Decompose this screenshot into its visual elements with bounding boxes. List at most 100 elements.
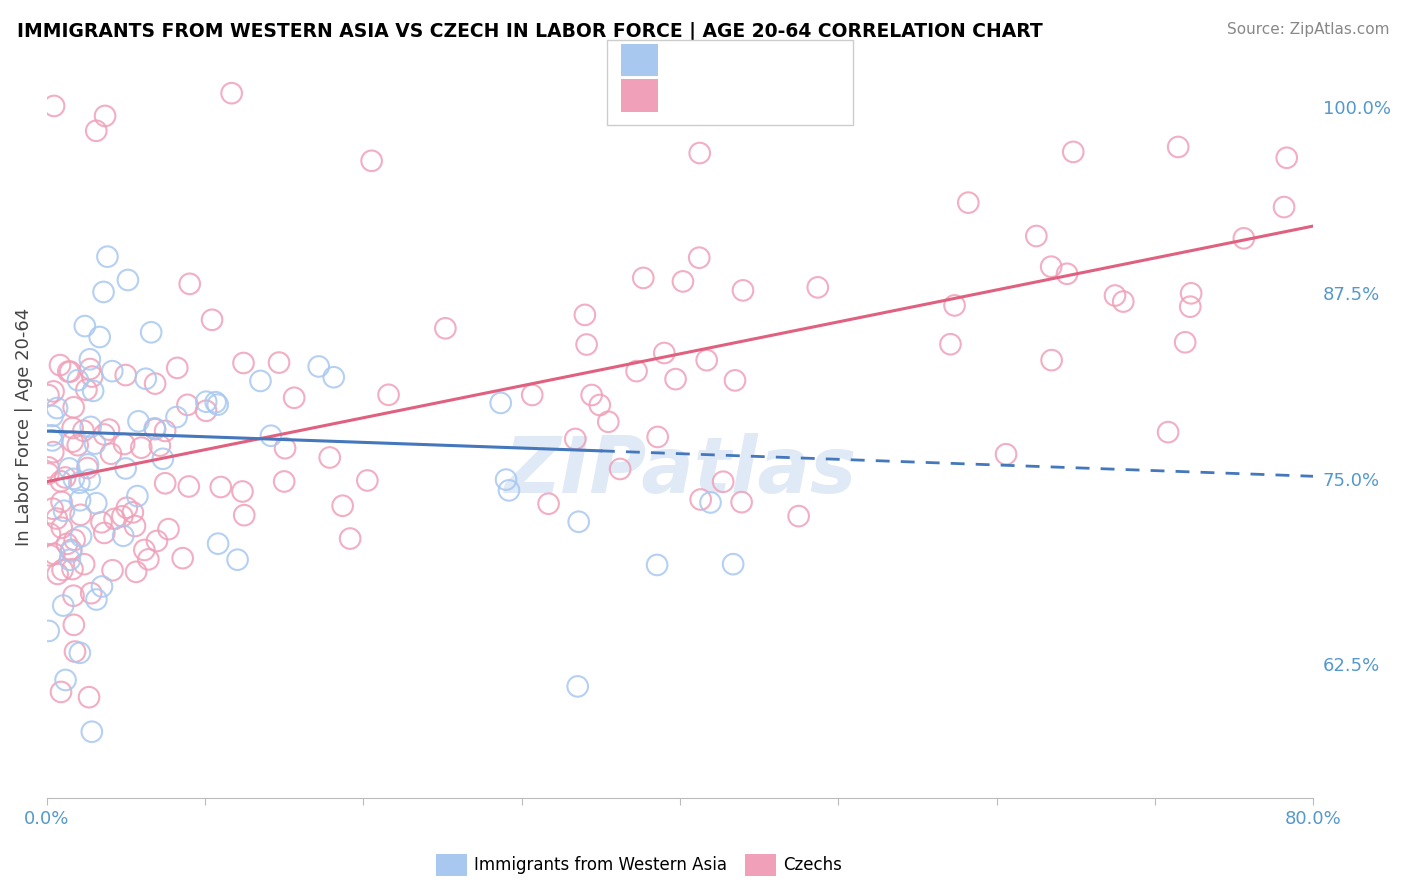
Point xyxy=(308,359,330,374)
Point xyxy=(1104,288,1126,302)
Point xyxy=(1112,294,1135,309)
Point xyxy=(127,414,149,428)
Text: 134: 134 xyxy=(804,87,842,104)
Point xyxy=(249,374,271,388)
Point xyxy=(489,396,512,410)
Point xyxy=(37,388,59,402)
Point xyxy=(1275,151,1298,165)
Point xyxy=(647,430,669,444)
Point xyxy=(112,529,135,543)
Point xyxy=(689,146,711,161)
Point xyxy=(143,421,166,435)
Point xyxy=(84,496,107,510)
Point xyxy=(1040,353,1063,368)
Point xyxy=(360,153,382,168)
Point xyxy=(117,273,139,287)
Point xyxy=(53,504,76,518)
Point xyxy=(100,447,122,461)
Point xyxy=(62,434,84,449)
Point xyxy=(62,421,84,435)
Point xyxy=(201,313,224,327)
Point xyxy=(522,388,544,402)
Text: 59: 59 xyxy=(804,51,830,69)
Point xyxy=(80,586,103,600)
Y-axis label: In Labor Force | Age 20-64: In Labor Force | Age 20-64 xyxy=(15,308,32,546)
Point xyxy=(93,427,115,442)
Point xyxy=(267,355,290,369)
Point xyxy=(79,362,101,376)
Point xyxy=(46,566,69,581)
Point xyxy=(121,505,143,519)
Point xyxy=(1180,286,1202,301)
Point xyxy=(129,441,152,455)
Point xyxy=(177,479,200,493)
Point xyxy=(37,460,59,475)
Point xyxy=(60,542,83,557)
Text: Czechs: Czechs xyxy=(783,856,842,874)
Point xyxy=(609,462,631,476)
Point xyxy=(1157,425,1180,439)
Point xyxy=(66,373,89,387)
Point xyxy=(589,398,612,412)
Point xyxy=(79,420,101,434)
Point xyxy=(149,439,172,453)
Point xyxy=(664,372,686,386)
Point xyxy=(51,521,73,535)
Point xyxy=(195,394,218,409)
Point xyxy=(115,500,138,515)
Text: Source: ZipAtlas.com: Source: ZipAtlas.com xyxy=(1226,22,1389,37)
Point xyxy=(1180,300,1202,314)
Point xyxy=(66,438,89,452)
Point xyxy=(63,533,86,547)
Point xyxy=(1025,229,1047,244)
Point xyxy=(1233,231,1256,245)
Point xyxy=(63,617,86,632)
Point xyxy=(221,86,243,100)
Point xyxy=(112,437,135,451)
Point xyxy=(1174,335,1197,350)
Point xyxy=(495,473,517,487)
Point xyxy=(49,475,72,489)
Point xyxy=(157,522,180,536)
Point xyxy=(96,250,118,264)
Point xyxy=(1040,260,1063,274)
Point xyxy=(143,422,166,436)
Point xyxy=(322,370,344,384)
Point xyxy=(231,484,253,499)
Point xyxy=(89,330,111,344)
Point xyxy=(93,285,115,299)
Point xyxy=(730,495,752,509)
Point xyxy=(103,512,125,526)
Point xyxy=(721,557,744,571)
Point xyxy=(995,447,1018,461)
Point xyxy=(143,376,166,391)
Point xyxy=(39,526,62,541)
Point xyxy=(434,321,457,335)
Point xyxy=(67,475,90,490)
Point xyxy=(319,450,342,465)
Point xyxy=(943,298,966,312)
Point xyxy=(114,368,136,382)
Point xyxy=(79,352,101,367)
Point xyxy=(1056,267,1078,281)
Point xyxy=(91,580,114,594)
Point xyxy=(339,532,361,546)
Point xyxy=(166,410,188,425)
Point xyxy=(283,391,305,405)
Point xyxy=(575,337,598,351)
Point xyxy=(598,415,620,429)
Point xyxy=(69,646,91,660)
Text: 0.384: 0.384 xyxy=(699,87,756,104)
Point xyxy=(807,280,830,294)
Point xyxy=(101,563,124,577)
Point xyxy=(44,547,66,561)
Point xyxy=(42,99,65,113)
Point xyxy=(45,511,67,525)
Point xyxy=(957,195,980,210)
Point xyxy=(672,275,695,289)
Point xyxy=(90,516,112,530)
Point xyxy=(59,553,82,567)
Point xyxy=(135,372,157,386)
Point xyxy=(1167,140,1189,154)
Point xyxy=(153,476,176,491)
